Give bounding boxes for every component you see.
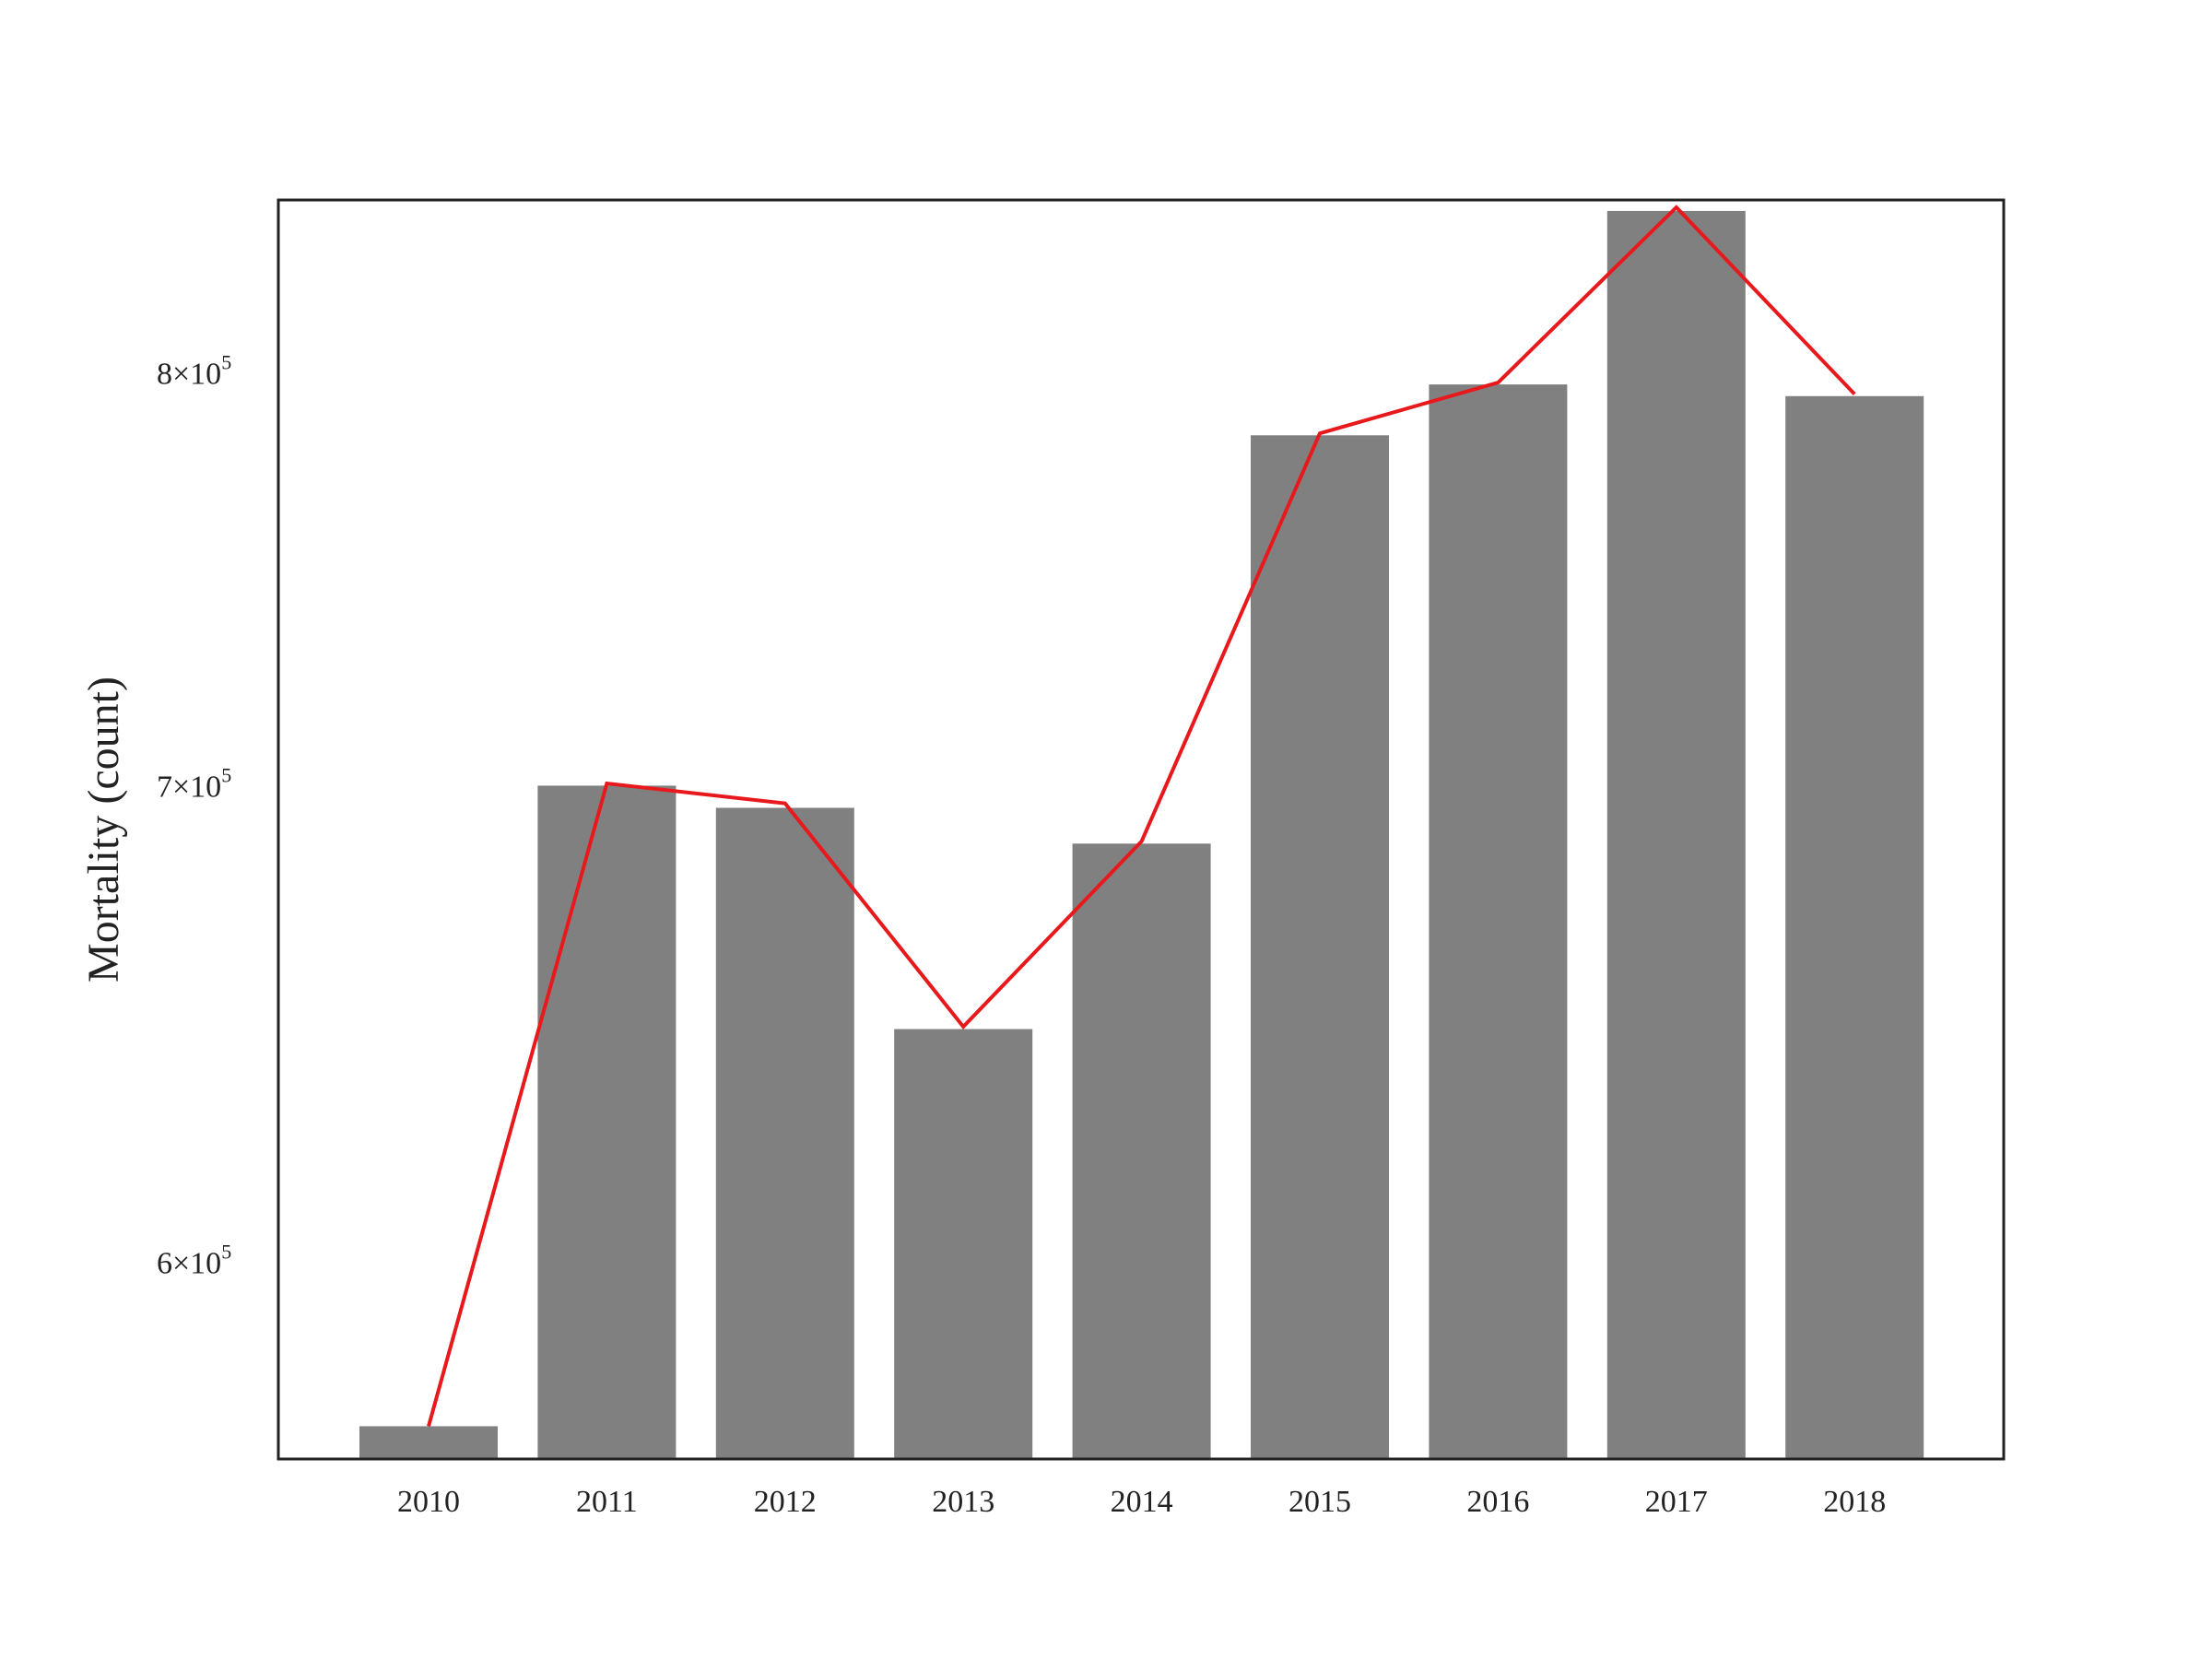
y-tick-labels: 6×105 7×105 8×105 <box>157 351 231 1281</box>
bar-2013 <box>894 1029 1033 1459</box>
x-tick-2010: 2010 <box>397 1485 460 1519</box>
bar-2011 <box>537 785 677 1459</box>
y-axis-label: Mortality (count) <box>79 677 128 982</box>
x-tick-2014: 2014 <box>1111 1485 1173 1519</box>
trend-line <box>427 205 1856 1427</box>
bar-2014 <box>1072 843 1211 1459</box>
x-tick-2015: 2015 <box>1288 1485 1351 1519</box>
x-tick-2013: 2013 <box>932 1485 994 1519</box>
bar-2010 <box>359 1426 498 1459</box>
x-tick-2011: 2011 <box>576 1485 638 1519</box>
x-tick-labels: 2010 2011 2012 2013 2014 2015 2016 2017 2018 <box>397 1485 1886 1519</box>
bar-group <box>359 210 1924 1460</box>
x-tick-2017: 2017 <box>1645 1485 1708 1519</box>
y-tick-6: 6×105 <box>157 1240 231 1280</box>
bar-2017 <box>1606 210 1746 1460</box>
y-tick-7: 7×105 <box>157 763 231 804</box>
y-tick-8: 8×105 <box>157 351 231 392</box>
x-tick-2016: 2016 <box>1466 1485 1529 1519</box>
bar-2015 <box>1251 435 1389 1459</box>
bar-2016 <box>1429 384 1568 1460</box>
plot-frame <box>276 198 2006 1461</box>
x-tick-2012: 2012 <box>754 1485 817 1519</box>
x-tick-2018: 2018 <box>1823 1485 1886 1519</box>
bar-2018 <box>1785 395 1924 1460</box>
bar-2012 <box>715 807 854 1459</box>
line-group <box>427 205 1856 1427</box>
